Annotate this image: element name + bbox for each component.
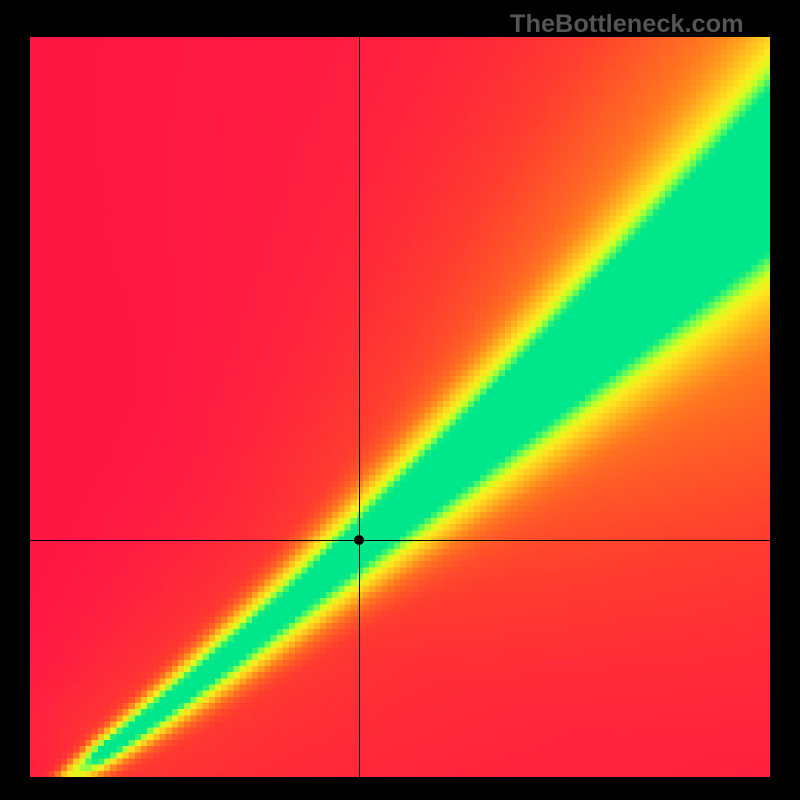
watermark-text: TheBottleneck.com xyxy=(510,10,744,39)
stage: TheBottleneck.com xyxy=(0,0,800,800)
heatmap-canvas xyxy=(30,37,770,777)
crosshair-vertical xyxy=(359,37,360,777)
crosshair-horizontal xyxy=(30,540,770,541)
